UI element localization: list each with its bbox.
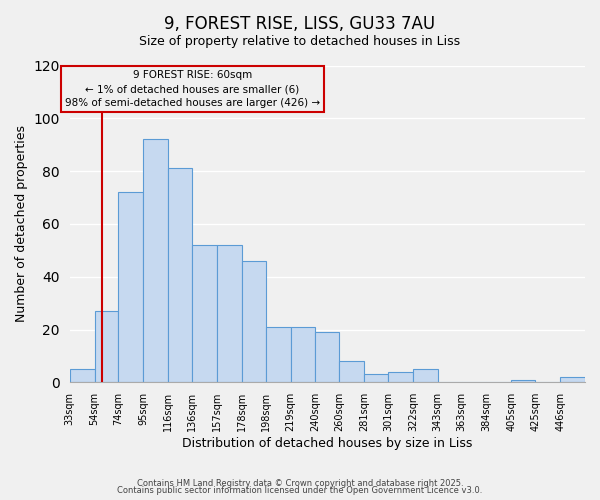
Bar bbox=[413, 369, 438, 382]
Text: Contains HM Land Registry data © Crown copyright and database right 2025.: Contains HM Land Registry data © Crown c… bbox=[137, 478, 463, 488]
Text: 9 FOREST RISE: 60sqm
← 1% of detached houses are smaller (6)
98% of semi-detache: 9 FOREST RISE: 60sqm ← 1% of detached ho… bbox=[65, 70, 320, 108]
Bar bbox=[560, 377, 585, 382]
Bar bbox=[118, 192, 143, 382]
Text: Contains public sector information licensed under the Open Government Licence v3: Contains public sector information licen… bbox=[118, 486, 482, 495]
Bar bbox=[168, 168, 192, 382]
Bar bbox=[143, 140, 168, 382]
Text: Size of property relative to detached houses in Liss: Size of property relative to detached ho… bbox=[139, 35, 461, 48]
X-axis label: Distribution of detached houses by size in Liss: Distribution of detached houses by size … bbox=[182, 437, 473, 450]
Bar bbox=[316, 332, 339, 382]
Y-axis label: Number of detached properties: Number of detached properties bbox=[15, 126, 28, 322]
Bar bbox=[217, 245, 242, 382]
Text: 9, FOREST RISE, LISS, GU33 7AU: 9, FOREST RISE, LISS, GU33 7AU bbox=[164, 15, 436, 33]
Bar bbox=[95, 311, 118, 382]
Bar bbox=[511, 380, 535, 382]
Bar bbox=[339, 361, 364, 382]
Bar bbox=[364, 374, 388, 382]
Bar bbox=[242, 261, 266, 382]
Bar bbox=[266, 327, 290, 382]
Bar bbox=[70, 369, 95, 382]
Bar bbox=[192, 245, 217, 382]
Bar bbox=[388, 372, 413, 382]
Bar bbox=[290, 327, 316, 382]
